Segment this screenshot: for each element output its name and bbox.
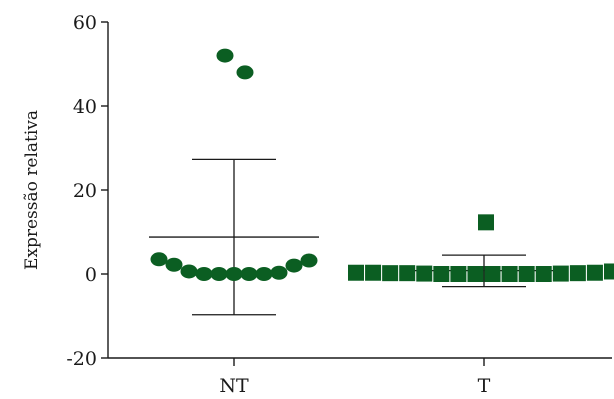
data-point	[478, 214, 494, 231]
data-point	[586, 264, 603, 281]
data-point	[165, 257, 183, 272]
x-tick-label: T	[478, 375, 491, 397]
y-tick-label: 40	[73, 96, 97, 118]
data-point	[467, 266, 484, 282]
data-point	[484, 266, 501, 282]
series-group	[149, 48, 614, 316]
x-tick-label: NT	[219, 375, 249, 397]
y-axis-label: Expressão relativa	[22, 110, 42, 270]
data-point	[535, 266, 552, 282]
data-point	[416, 265, 433, 282]
data-point	[348, 264, 364, 281]
data-point	[180, 264, 198, 279]
data-point	[433, 266, 450, 282]
data-point	[225, 267, 243, 281]
data-point	[255, 267, 273, 281]
error-bar	[149, 158, 319, 316]
data-point	[236, 65, 254, 80]
data-point	[518, 266, 535, 282]
y-tick-label: -20	[66, 348, 97, 370]
data-point	[382, 265, 399, 282]
series-T	[348, 214, 614, 288]
y-tick-label: 20	[73, 180, 97, 202]
data-point	[285, 258, 303, 273]
data-point	[552, 265, 569, 282]
y-ticks: -20 0 20 40 60	[66, 12, 108, 370]
data-point	[210, 267, 228, 281]
data-point	[450, 266, 467, 282]
axes	[107, 22, 612, 359]
data-point	[501, 266, 518, 282]
data-point	[195, 267, 213, 281]
series-NT	[149, 48, 319, 316]
data-point	[300, 253, 318, 268]
data-point	[270, 265, 288, 280]
x-ticks: NT T	[219, 358, 491, 397]
data-point	[569, 265, 586, 282]
data-point	[150, 252, 168, 267]
data-point	[216, 48, 234, 63]
data-point	[399, 265, 416, 282]
y-tick-label: 60	[73, 12, 97, 34]
data-point	[604, 263, 614, 280]
data-point	[240, 267, 258, 281]
y-tick-label: 0	[85, 264, 97, 286]
data-point	[365, 264, 382, 281]
